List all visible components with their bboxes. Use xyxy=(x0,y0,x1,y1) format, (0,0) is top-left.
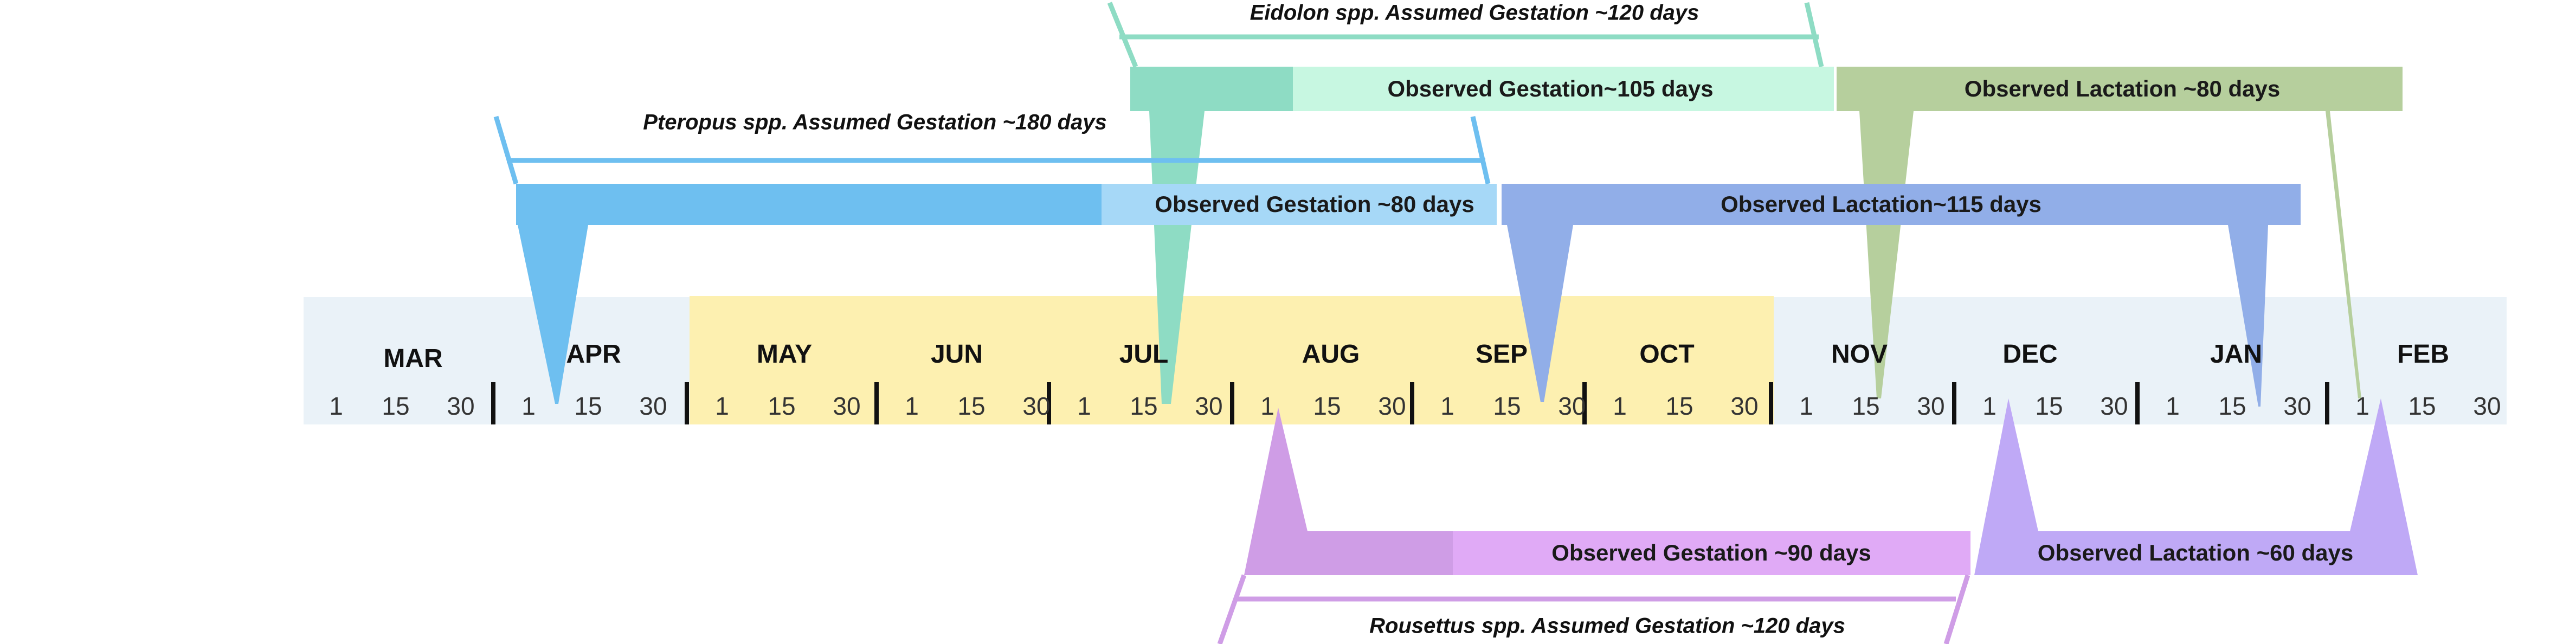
day-tick-sep-1: 1 xyxy=(1440,392,1454,420)
day-tick-jan-15: 15 xyxy=(2218,392,2246,420)
day-tick-feb-15: 15 xyxy=(2408,392,2436,420)
month-label-jun: JUN xyxy=(930,340,983,369)
day-tick-mar-15: 15 xyxy=(382,392,410,420)
month-label-jan: JAN xyxy=(2210,340,2263,369)
day-tick-dec-1: 1 xyxy=(1982,392,1997,420)
month-label-jul: JUL xyxy=(1119,340,1169,369)
day-tick-nov-15: 15 xyxy=(1852,392,1880,420)
day-tick-nov-30: 30 xyxy=(1917,392,1945,420)
pteropus-assumed-bracket xyxy=(493,115,1491,185)
day-tick-apr-1: 1 xyxy=(521,392,536,420)
eidolon-gestation-shape xyxy=(1130,67,1293,404)
eidolon-observed-bar-light xyxy=(1293,67,1834,111)
pteropus-assumed-label: Pteropus spp. Assumed Gestation ~180 day… xyxy=(643,110,1107,134)
day-tick-jul-30: 30 xyxy=(1195,392,1223,420)
month-label-nov: NOV xyxy=(1831,340,1888,369)
day-tick-jul-1: 1 xyxy=(1077,392,1091,420)
day-tick-jun-1: 1 xyxy=(905,392,919,420)
month-separators xyxy=(491,382,2329,424)
day-tick-oct-1: 1 xyxy=(1613,392,1627,420)
day-tick-nov-1: 1 xyxy=(1799,392,1813,420)
month-label-sep: SEP xyxy=(1475,340,1528,369)
day-tick-dec-15: 15 xyxy=(2035,392,2063,420)
day-tick-aug-15: 15 xyxy=(1313,392,1341,420)
month-label-apr: APR xyxy=(566,340,621,369)
rousettus-observed-label: Observed Gestation ~90 days xyxy=(1551,540,1871,565)
purple-lactation-shape xyxy=(1974,398,2418,575)
pteropus-observed-bar-light xyxy=(1102,184,1497,225)
day-tick-mar-1: 1 xyxy=(329,392,343,420)
month-label-aug: AUG xyxy=(1302,340,1360,369)
day-tick-oct-30: 30 xyxy=(1730,392,1759,420)
day-tick-sep-30: 30 xyxy=(1558,392,1586,420)
rousettus-assumed-bracket xyxy=(1217,574,1970,644)
month-label-mar: MAR xyxy=(383,344,443,373)
purple-lactation-label: Observed Lactation ~60 days xyxy=(2037,540,2354,565)
green-lactation-label: Observed Lactation ~80 days xyxy=(1964,76,2281,101)
green-lactation-shape xyxy=(1837,67,2403,398)
day-tick-aug-30: 30 xyxy=(1378,392,1406,420)
day-tick-oct-15: 15 xyxy=(1665,392,1693,420)
day-tick-feb-1: 1 xyxy=(2355,392,2369,420)
day-tick-may-30: 30 xyxy=(833,392,861,420)
day-tick-jul-15: 15 xyxy=(1130,392,1158,420)
rousettus-gestation-shape xyxy=(1244,408,1453,575)
day-tick-feb-30: 30 xyxy=(2473,392,2501,420)
eidolon-assumed-bracket xyxy=(1107,2,1824,68)
day-tick-dec-30: 30 xyxy=(2100,392,2128,420)
day-tick-sep-15: 15 xyxy=(1493,392,1521,420)
day-tick-apr-15: 15 xyxy=(574,392,602,420)
eidolon-observed-label: Observed Gestation~105 days xyxy=(1387,76,1714,101)
blue-lactation-label: Observed Lactation~115 days xyxy=(1721,191,2042,217)
month-label-may: MAY xyxy=(756,340,813,369)
day-tick-jan-30: 30 xyxy=(2283,392,2311,420)
month-label-dec: DEC xyxy=(2002,340,2058,369)
month-label-feb: FEB xyxy=(2397,340,2449,369)
day-tick-jun-15: 15 xyxy=(957,392,986,420)
day-tick-aug-1: 1 xyxy=(1260,392,1274,420)
eidolon-assumed-label: Eidolon spp. Assumed Gestation ~120 days xyxy=(1250,1,1699,25)
rousettus-assumed-label: Rousettus spp. Assumed Gestation ~120 da… xyxy=(1369,614,1845,638)
day-tick-jan-1: 1 xyxy=(2166,392,2180,420)
day-tick-may-15: 15 xyxy=(768,392,796,420)
rousettus-observed-bar-light xyxy=(1453,531,1970,575)
day-tick-may-1: 1 xyxy=(715,392,729,420)
day-tick-jun-30: 30 xyxy=(1022,392,1051,420)
month-label-oct: OCT xyxy=(1639,340,1695,369)
blue-lactation-shape xyxy=(1502,184,2301,407)
pteropus-observed-label: Observed Gestation ~80 days xyxy=(1155,191,1474,217)
day-tick-mar-30: 30 xyxy=(447,392,475,420)
pteropus-gestation-shape xyxy=(516,184,1102,404)
day-tick-apr-30: 30 xyxy=(639,392,667,420)
